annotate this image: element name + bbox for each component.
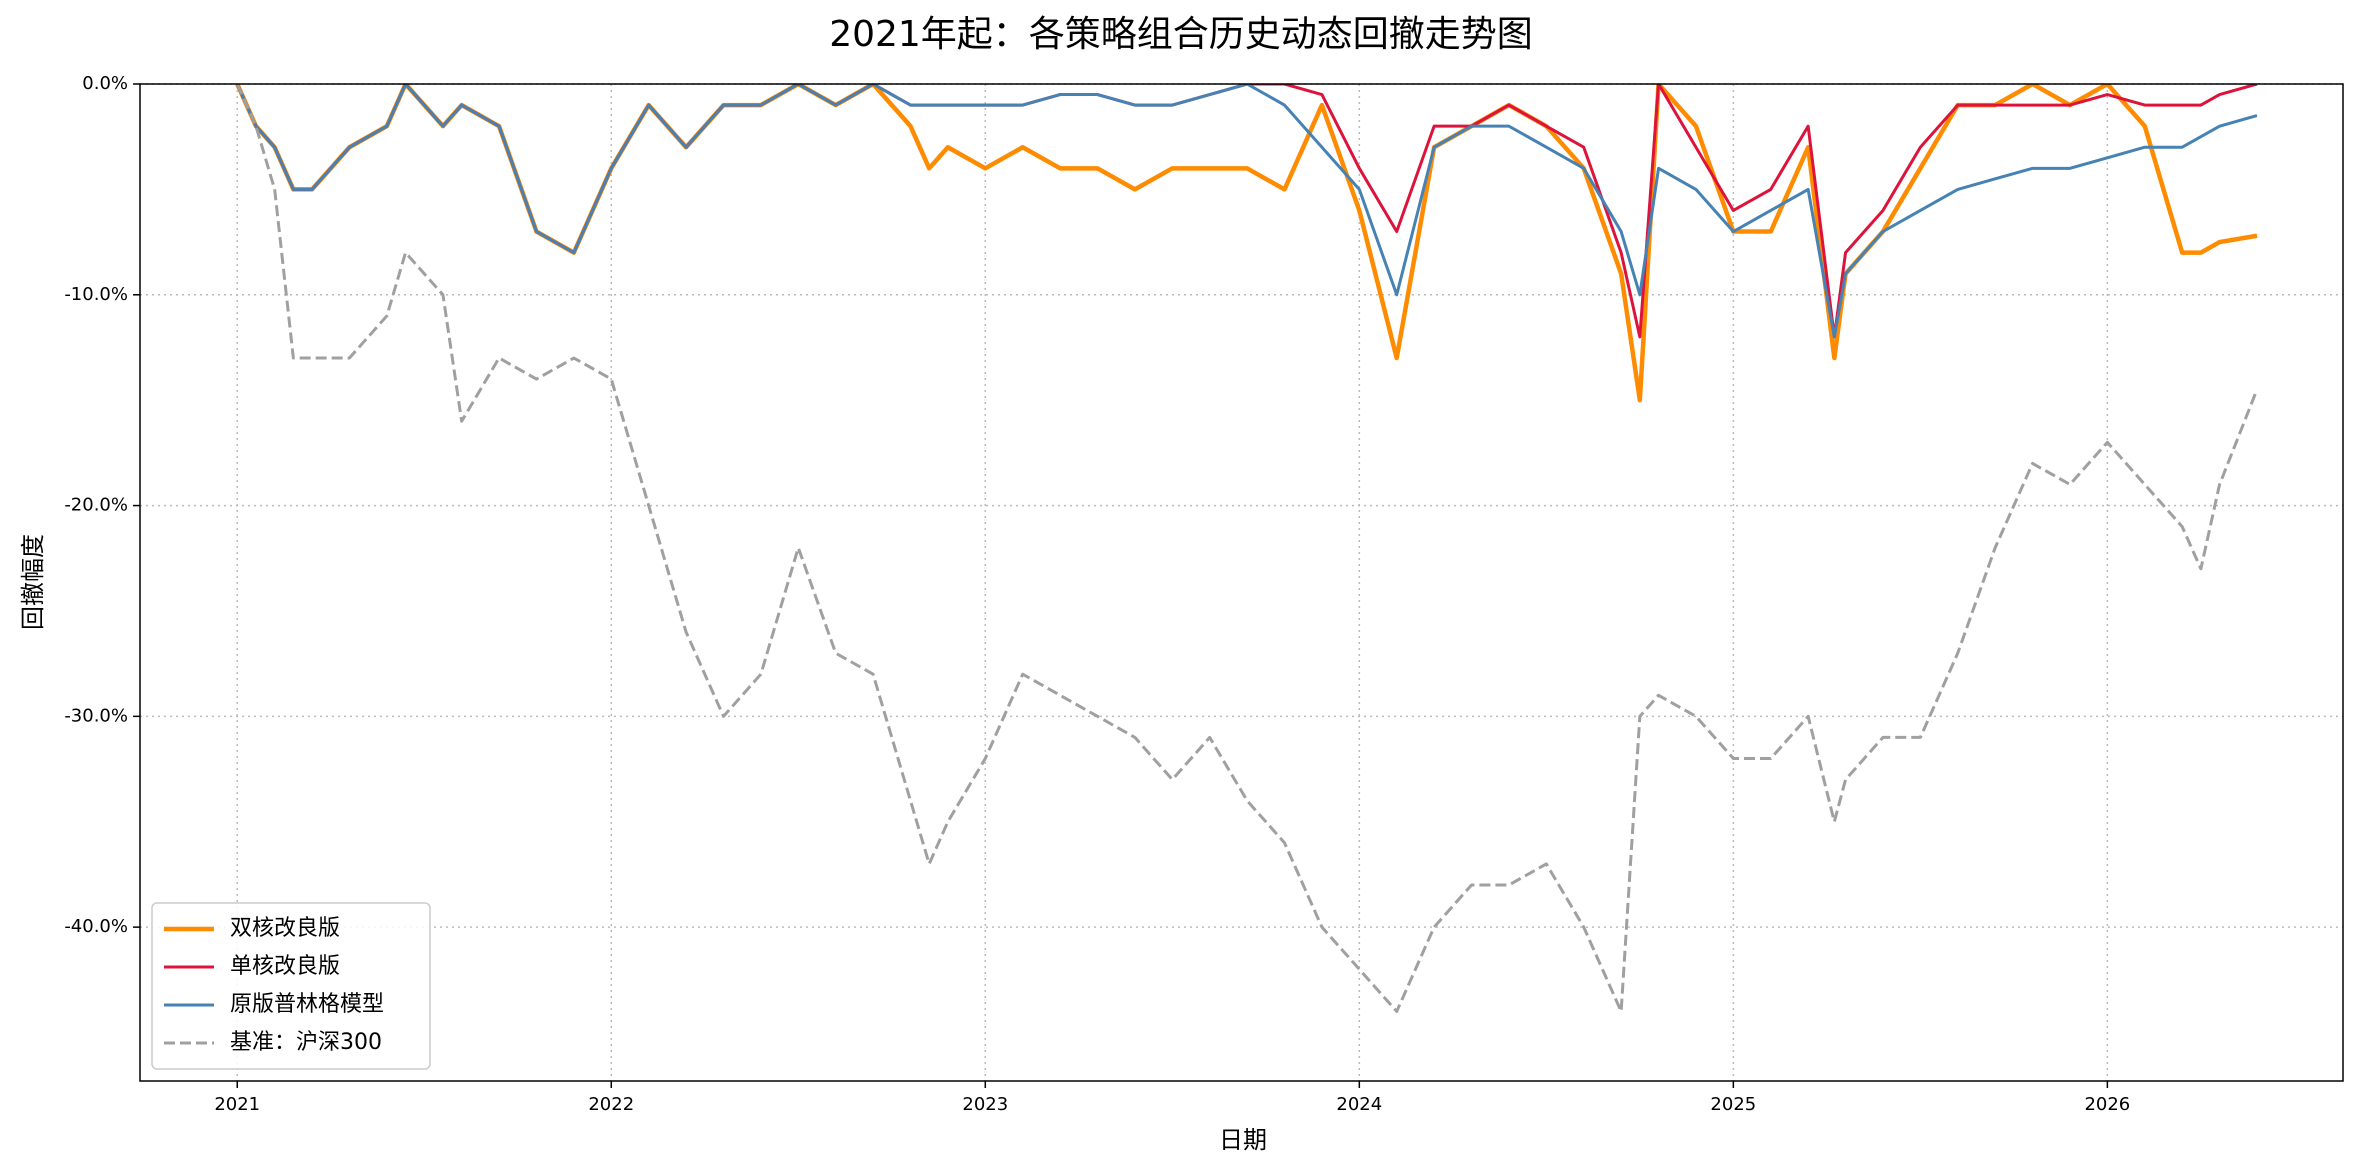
x-tick-label: 2024	[1336, 1094, 1382, 1115]
legend-label: 单核改良版	[230, 954, 340, 979]
x-tick-label: 2022	[588, 1094, 634, 1115]
series-line	[235, 84, 2258, 403]
y-tick-label: -10.0%	[64, 284, 128, 305]
chart-title: 2021年起：各策略组合历史动态回撤走势图	[829, 14, 1533, 55]
plot-frame	[139, 83, 2344, 1082]
x-tick-label: 2021	[214, 1094, 260, 1115]
legend-box	[151, 902, 431, 1070]
legend-label: 双核改良版	[230, 916, 340, 941]
series-line	[235, 84, 2258, 339]
y-tick-label: 0.0%	[82, 73, 128, 94]
series-line	[235, 84, 2259, 1013]
y-tick-label: -40.0%	[64, 916, 128, 937]
legend-label: 原版普林格模型	[230, 992, 384, 1017]
y-tick-label: -20.0%	[64, 495, 128, 516]
y-axis-label: 回撤幅度	[19, 534, 47, 630]
x-tick-label: 2025	[1710, 1094, 1756, 1115]
series-line	[235, 84, 2258, 339]
x-axis-label: 日期	[1219, 1126, 1267, 1154]
legend-label: 基准：沪深300	[230, 1030, 382, 1055]
y-tick-label: -30.0%	[64, 705, 128, 726]
x-tick-label: 2023	[962, 1094, 1008, 1115]
x-tick-label: 2026	[2084, 1094, 2130, 1115]
